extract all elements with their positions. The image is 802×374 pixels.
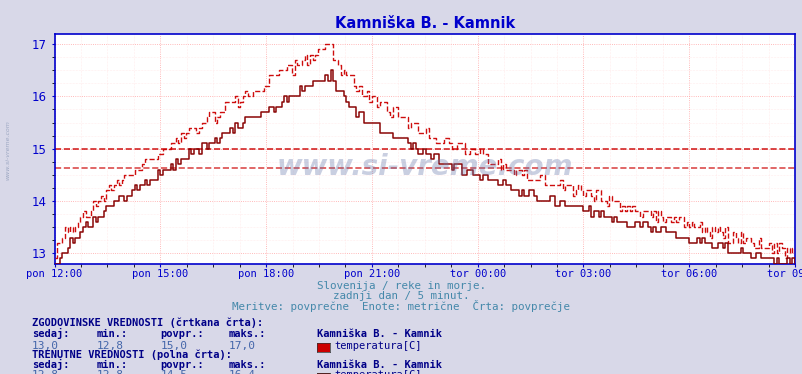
- Text: TRENUTNE VREDNOSTI (polna črta):: TRENUTNE VREDNOSTI (polna črta):: [32, 349, 232, 359]
- Text: 15,0: 15,0: [160, 341, 188, 350]
- Text: 12,8: 12,8: [32, 371, 59, 374]
- Text: www.si-vreme.com: www.si-vreme.com: [6, 120, 10, 180]
- Text: 13,0: 13,0: [32, 341, 59, 350]
- Text: ZGODOVINSKE VREDNOSTI (črtkana črta):: ZGODOVINSKE VREDNOSTI (črtkana črta):: [32, 318, 263, 328]
- Text: 17,0: 17,0: [229, 341, 256, 350]
- Text: min.:: min.:: [96, 329, 128, 339]
- Text: Kamniška B. - Kamnik: Kamniška B. - Kamnik: [317, 360, 442, 370]
- Text: sedaj:: sedaj:: [32, 328, 70, 339]
- Text: Kamniška B. - Kamnik: Kamniška B. - Kamnik: [317, 329, 442, 339]
- Text: www.si-vreme.com: www.si-vreme.com: [276, 153, 573, 181]
- Text: 16,4: 16,4: [229, 371, 256, 374]
- Title: Kamniška B. - Kamnik: Kamniška B. - Kamnik: [334, 16, 514, 31]
- Text: povpr.:: povpr.:: [160, 360, 204, 370]
- Text: min.:: min.:: [96, 360, 128, 370]
- Text: zadnji dan / 5 minut.: zadnji dan / 5 minut.: [333, 291, 469, 301]
- Text: 14,5: 14,5: [160, 371, 188, 374]
- Text: temperatura[C]: temperatura[C]: [334, 371, 422, 374]
- Text: sedaj:: sedaj:: [32, 359, 70, 370]
- Text: maks.:: maks.:: [229, 360, 266, 370]
- Text: 12,8: 12,8: [96, 371, 124, 374]
- Text: 12,8: 12,8: [96, 341, 124, 350]
- Text: temperatura[C]: temperatura[C]: [334, 341, 422, 350]
- Text: povpr.:: povpr.:: [160, 329, 204, 339]
- Text: Slovenija / reke in morje.: Slovenija / reke in morje.: [317, 281, 485, 291]
- Text: Meritve: povprečne  Enote: metrične  Črta: povprečje: Meritve: povprečne Enote: metrične Črta:…: [233, 300, 569, 312]
- Text: maks.:: maks.:: [229, 329, 266, 339]
